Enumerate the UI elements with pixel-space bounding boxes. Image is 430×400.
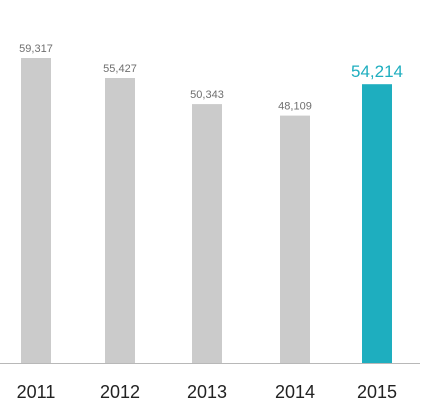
value-label-2015: 54,214 [351, 62, 403, 81]
x-tick-labels: 2011 2012 2013 2014 2015 [17, 382, 397, 400]
value-label-2012: 55,427 [103, 63, 137, 75]
x-tick-label-2013: 2013 [187, 382, 227, 400]
x-tick-label-2011: 2011 [17, 382, 56, 400]
x-tick-label-2015: 2015 [357, 382, 397, 400]
bar-2011 [21, 58, 51, 363]
bars-group [21, 58, 392, 363]
x-tick-label-2014: 2014 [275, 382, 315, 400]
bar-2013 [192, 104, 222, 363]
value-label-2014: 48,109 [278, 101, 312, 113]
value-label-2011: 59,317 [19, 43, 53, 55]
value-labels-group: 59,317 55,427 50,343 48,109 54,214 [19, 43, 403, 113]
x-tick-label-2012: 2012 [100, 382, 140, 400]
bar-2012 [105, 78, 135, 363]
bar-2014 [280, 115, 310, 363]
value-label-2013: 50,343 [190, 89, 224, 101]
bar-2015 [362, 84, 392, 363]
